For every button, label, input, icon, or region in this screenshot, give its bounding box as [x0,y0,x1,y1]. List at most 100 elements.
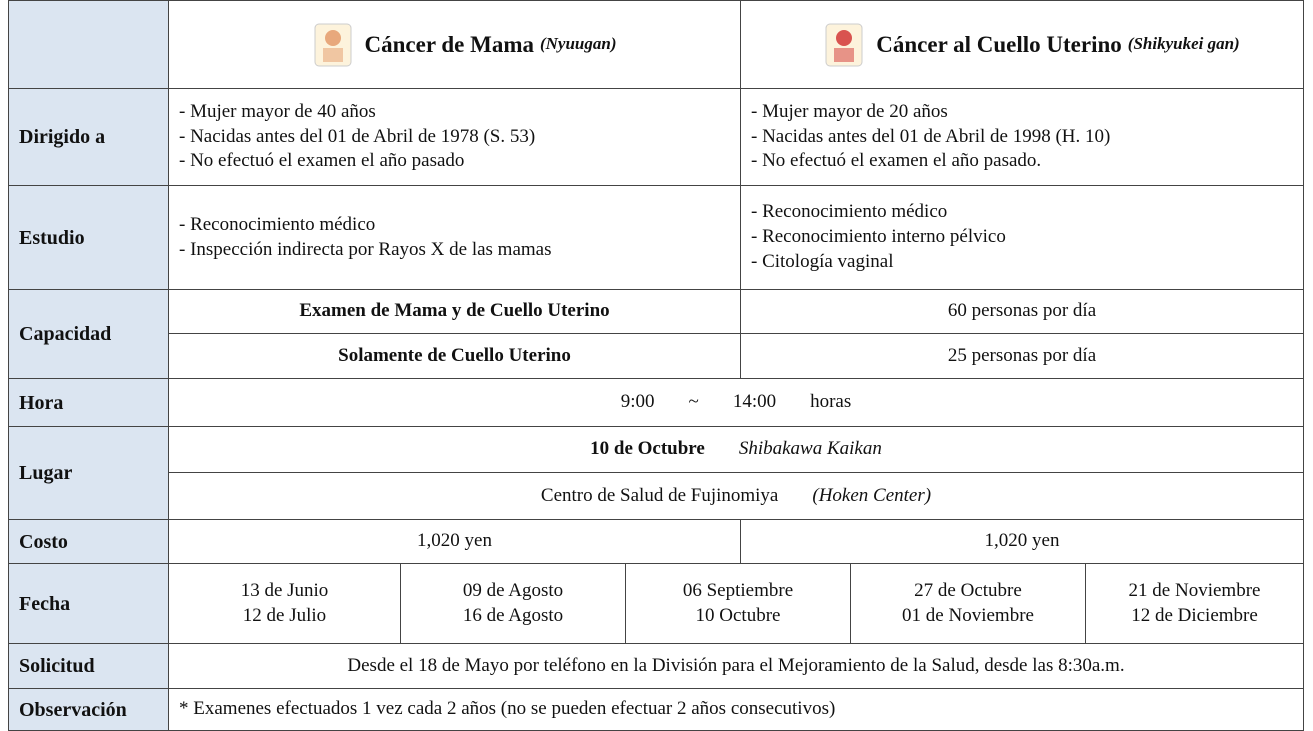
icon [825,23,863,66]
cell: 21 de Noviembre 12 de Diciembre [1085,563,1304,644]
text-line: - Reconocimiento médico [179,213,375,238]
text: - Reconocimiento médico [751,201,948,223]
text: (Nyuugan) [539,34,617,54]
row-label: Costo [8,519,169,564]
text: Dirigido a [19,126,106,148]
text: Fecha [19,592,71,615]
text-line: Centro de Salud de Fujinomiya (Hoken Cent… [541,484,931,509]
row-label: Solicitud [8,643,169,689]
text: 60 personas por día [947,300,1097,322]
text-line: 21 de Noviembre [1129,579,1261,604]
text-line: Fecha [19,591,168,617]
text-line: 60 personas por día [948,299,1096,324]
header-cell: Cáncer al Cuello Uterino (Shikyukei gan) [740,0,1304,89]
text-line: 27 de Octubre [914,579,1022,604]
text: 25 personas por día [947,344,1097,366]
cell: - Reconocimiento médico - Inspección indi… [168,185,741,290]
text: Solamente de Cuello Uterino [338,344,571,366]
text: - Nacidas antes del 01 de Abril de 1998 … [751,125,1111,147]
text: (Hoken Center) [812,484,932,506]
text: 09 de Agosto [462,579,564,601]
text: 13 de Junio [240,579,329,601]
text-line: 1,020 yen [985,529,1060,554]
text: Cáncer al Cuello Uterino [876,31,1122,57]
cell: - Mujer mayor de 40 años - Nacidas antes … [168,88,741,186]
text: Solicitud [19,655,95,677]
text-line: 9:00 ~14:00 horas [621,390,852,415]
text-line: Estudio [19,225,168,251]
cell: 60 personas por día [740,289,1304,334]
corner [8,0,169,89]
cell: 13 de Junio 12 de Julio [168,563,401,644]
text-line: Hora [19,390,168,416]
text-line: Solicitud [19,653,168,679]
text: 06 Septiembre [682,579,794,601]
cell: Centro de Salud de Fujinomiya (Hoken Cent… [168,472,1304,520]
text: - Inspección indirecta por Rayos X de la… [179,238,552,260]
text: Costo [19,530,68,553]
text-line: 12 de Julio [243,604,326,629]
text: 14:00 [732,391,777,413]
cell: 9:00 ~14:00 horas [168,378,1304,427]
text-line: 09 de Agosto [463,579,563,604]
header-cell: Cáncer de Mama (Nyuugan) [168,0,741,89]
text-line: Costo [19,529,168,555]
text: 1,020 yen [417,530,492,552]
text-line: Capacidad [19,321,168,347]
text: 12 de Diciembre [1131,604,1258,626]
cell: Solamente de Cuello Uterino [168,333,741,379]
cell: 06 Septiembre 10 Octubre [625,563,851,644]
text-line: - Mujer mayor de 40 años [179,100,376,125]
text-line: - Mujer mayor de 20 años [751,100,948,125]
text-line: 13 de Junio [241,579,329,604]
text-line: - No efectuó el examen el año pasado [179,149,464,174]
text: 27 de Octubre [914,579,1022,601]
text: 1,020 yen [984,530,1060,552]
cell: 27 de Octubre 01 de Noviembre [850,563,1086,644]
text-line: 10 de Octubre Shibakawa Kaikan [590,437,882,462]
cell: - Reconocimiento médico - Reconocimiento … [740,185,1304,290]
row-label: Hora [8,378,169,427]
cell: * Examenes efectuados 1 vez cada 2 años … [168,688,1304,731]
text: - Mujer mayor de 40 años [179,100,376,122]
text: 9:00 [620,391,655,413]
text: (Shikyukei gan) [1127,34,1240,54]
text: Observación [19,698,127,721]
text-line: - No efectuó el examen el año pasado. [751,149,1041,174]
cell: Examen de Mama y de Cuello Uterino [168,289,741,334]
row-label: Estudio [8,185,169,290]
text: Lugar [19,462,73,484]
icon [314,23,351,66]
text-line: Observación [19,697,168,723]
text: Estudio [19,226,85,249]
cell: 1,020 yen [168,519,741,564]
text-line: Examen de Mama y de Cuello Uterino [299,299,609,324]
text-line: - Citología vaginal [751,250,893,275]
text: Hora [19,391,64,414]
text: - No efectuó el examen el año pasado. [751,150,1042,172]
text: Cáncer de Mama [364,31,534,57]
text-line: - Inspección indirecta por Rayos X de la… [179,238,552,263]
cell: - Mujer mayor de 20 años - Nacidas antes … [740,88,1304,186]
cell: 10 de Octubre Shibakawa Kaikan [168,426,1304,473]
text-line: Solamente de Cuello Uterino [338,344,571,369]
text: Desde el 18 de Mayo por teléfono en la D… [347,654,1125,676]
text-line: 16 de Agosto [463,604,563,629]
cell: 1,020 yen [740,519,1304,564]
text-line: Desde el 18 de Mayo por teléfono en la D… [347,654,1124,679]
text-line: 1,020 yen [417,529,492,554]
text-line: * Examenes efectuados 1 vez cada 2 años … [179,697,835,722]
text: - Reconocimiento interno pélvico [751,226,1006,248]
text: - Reconocimiento médico [179,213,376,235]
row-label: Dirigido a [8,88,169,186]
text-line: - Reconocimiento interno pélvico [751,225,1006,250]
text-line: Dirigido a [19,124,168,150]
text: 21 de Noviembre [1128,579,1261,601]
text-line: 10 Octubre [696,604,781,629]
row-label: Lugar [8,426,169,520]
text-line: 25 personas por día [948,344,1096,369]
text: horas [810,391,852,413]
text: - Mujer mayor de 20 años [751,100,948,122]
text: Capacidad [19,323,112,345]
